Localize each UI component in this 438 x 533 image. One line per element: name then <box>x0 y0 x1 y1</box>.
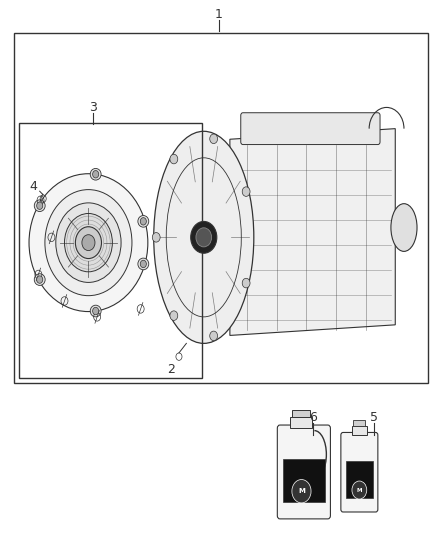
Ellipse shape <box>154 131 254 343</box>
Circle shape <box>140 260 146 268</box>
Bar <box>353 420 365 425</box>
FancyBboxPatch shape <box>277 425 330 519</box>
Ellipse shape <box>138 258 149 270</box>
Ellipse shape <box>90 168 101 180</box>
Ellipse shape <box>90 305 101 317</box>
FancyBboxPatch shape <box>341 432 378 512</box>
Ellipse shape <box>391 204 417 252</box>
Circle shape <box>82 235 95 251</box>
Text: M: M <box>298 488 305 494</box>
Bar <box>14 33 428 383</box>
Circle shape <box>37 276 43 283</box>
Ellipse shape <box>34 200 45 212</box>
Text: 6: 6 <box>309 411 317 424</box>
Circle shape <box>170 311 178 320</box>
FancyBboxPatch shape <box>241 113 380 144</box>
Circle shape <box>140 217 146 225</box>
Circle shape <box>210 134 218 143</box>
Ellipse shape <box>138 215 149 227</box>
Text: 3: 3 <box>89 101 97 114</box>
Text: 5: 5 <box>370 411 378 424</box>
Text: 1: 1 <box>215 8 223 21</box>
Bar <box>19 123 201 378</box>
Circle shape <box>196 228 212 247</box>
Text: 2: 2 <box>167 364 175 376</box>
Ellipse shape <box>29 174 148 312</box>
Circle shape <box>45 190 132 296</box>
Bar <box>292 410 310 417</box>
Circle shape <box>75 227 102 259</box>
Circle shape <box>92 308 99 315</box>
Circle shape <box>64 214 113 272</box>
Bar <box>290 417 312 428</box>
Circle shape <box>242 187 250 196</box>
Circle shape <box>37 202 43 209</box>
Text: M: M <box>357 488 362 492</box>
Circle shape <box>292 480 311 503</box>
Bar <box>346 461 373 498</box>
Circle shape <box>152 232 160 242</box>
Circle shape <box>191 221 217 253</box>
Circle shape <box>92 171 99 178</box>
Polygon shape <box>230 128 395 335</box>
Ellipse shape <box>34 274 45 285</box>
Circle shape <box>210 331 218 341</box>
Circle shape <box>170 154 178 164</box>
Circle shape <box>56 203 121 282</box>
Bar <box>283 459 325 503</box>
Circle shape <box>242 278 250 288</box>
Bar <box>352 425 367 435</box>
Circle shape <box>352 481 367 499</box>
Text: 4: 4 <box>29 181 37 193</box>
